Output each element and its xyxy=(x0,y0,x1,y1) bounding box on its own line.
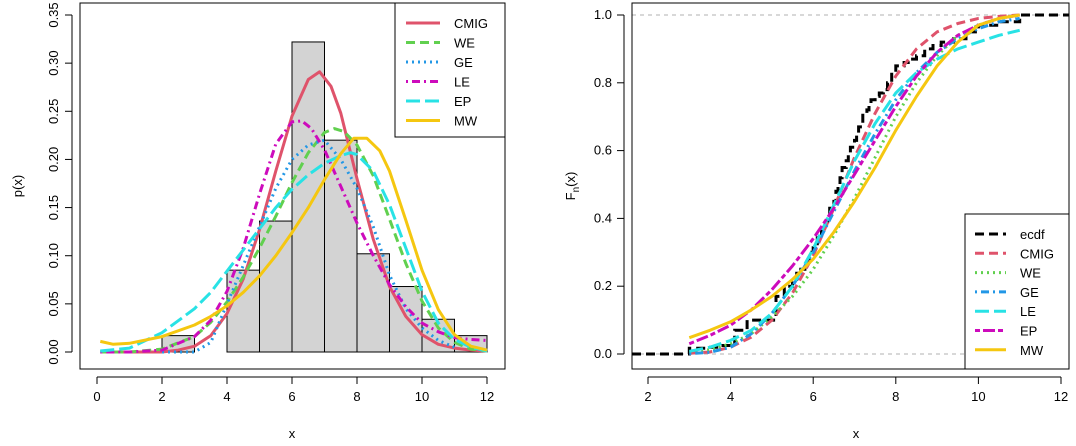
histogram-bar xyxy=(226,269,260,353)
histogram-bars xyxy=(161,41,488,353)
legend-item-ep: EP xyxy=(975,324,1037,339)
legend-label: ecdf xyxy=(1020,227,1045,242)
legend-item-cmig: CMIG xyxy=(975,246,1054,261)
x-tick-label: 4 xyxy=(223,389,230,404)
legend-label: EP xyxy=(454,94,471,109)
legend-box xyxy=(394,2,506,138)
y-tick-label: 0.15 xyxy=(46,195,61,220)
cdf-line-cmig xyxy=(689,13,1020,355)
legend-box xyxy=(964,213,1070,370)
x-tick-label: 10 xyxy=(415,389,429,404)
density-line-ep xyxy=(100,151,488,353)
y-tick-label: 0.25 xyxy=(46,99,61,124)
x-tick-label: 6 xyxy=(810,389,817,404)
density-curves xyxy=(99,70,488,354)
x-axis: 0 2 4 6 8 10 12 xyxy=(93,376,494,404)
y-axis-label-tail: (x) xyxy=(563,172,578,187)
cdf-line-le xyxy=(689,28,1021,353)
y-tick-label: 0.35 xyxy=(46,2,61,27)
legend-label: MW xyxy=(454,114,478,129)
legend-label: WE xyxy=(454,36,475,51)
histogram-bar xyxy=(324,139,358,353)
y-tick-label: 1.0 xyxy=(594,7,612,22)
x-tick-label: 4 xyxy=(727,389,734,404)
x-tick-label: 2 xyxy=(644,389,651,404)
legend-item-ge: GE xyxy=(975,285,1039,300)
legend-label: GE xyxy=(1020,285,1039,300)
y-tick-label: 0.4 xyxy=(594,210,612,225)
legend-item-le: LE xyxy=(975,304,1036,319)
density-line-we xyxy=(100,127,488,354)
legend-item-mw: MW xyxy=(975,343,1044,358)
legend-label: CMIG xyxy=(1020,246,1054,261)
x-tick-label: 12 xyxy=(480,389,494,404)
legend-item-we: WE xyxy=(406,36,475,51)
y-tick-label: 0.0 xyxy=(594,346,612,361)
legend-label: MW xyxy=(1020,343,1044,358)
x-axis-label: x xyxy=(853,426,860,441)
legend-item-mw: MW xyxy=(406,114,478,129)
legend-entries: ecdf CMIG WE GE LE EP MW xyxy=(975,227,1054,358)
y-tick-label: 0.6 xyxy=(594,143,612,158)
legend-label: CMIG xyxy=(454,16,488,31)
y-tick-label: 0.30 xyxy=(46,50,61,75)
legend-label: WE xyxy=(1020,266,1041,281)
legend-entries: CMIG WE GE LE EP MW xyxy=(406,16,488,129)
legend-label: LE xyxy=(454,75,470,90)
y-axis-label-subscript: n xyxy=(571,187,582,193)
x-tick-label: 8 xyxy=(353,389,360,404)
y-tick-label: 0.10 xyxy=(46,243,61,268)
legend-label: LE xyxy=(1020,304,1036,319)
y-axis: 0.0 0.2 0.4 0.6 0.8 1.0 xyxy=(594,7,625,361)
legend-label: EP xyxy=(1020,324,1037,339)
legend-item-cmig: CMIG xyxy=(406,16,488,31)
x-tick-label: 6 xyxy=(288,389,295,404)
x-tick-label: 8 xyxy=(892,389,899,404)
x-tick-label: 12 xyxy=(1054,389,1068,404)
plot-frame xyxy=(631,2,1070,370)
y-axis: 0.00 0.05 0.10 0.15 0.20 0.25 0.30 0.35 xyxy=(46,2,73,365)
reference-lines xyxy=(632,14,1069,355)
x-tick-label: 2 xyxy=(158,389,165,404)
plot-frame xyxy=(79,2,506,370)
y-axis-label-main: F xyxy=(563,192,578,200)
density-line-mw xyxy=(99,136,488,352)
y-tick-label: 0.05 xyxy=(46,291,61,316)
legend-item-ep: EP xyxy=(406,94,471,109)
histogram-bar xyxy=(291,41,325,353)
legend-item-ecdf: ecdf xyxy=(975,227,1045,242)
x-axis: 2 4 6 8 10 12 xyxy=(644,376,1068,404)
y-tick-label: 0.2 xyxy=(594,278,612,293)
density-panel: 0 2 4 6 8 10 12 0.000.050.100.150.200.250.300.… xyxy=(10,2,506,441)
legend: CMIG WE GE LE EP MW xyxy=(394,2,506,138)
legend-label: GE xyxy=(454,55,473,70)
x-axis-label: x xyxy=(289,426,296,441)
legend-item-ge: GE xyxy=(406,55,473,70)
cdf-line-mw xyxy=(688,13,1020,340)
cdf-panel: 2 4 6 8 10 12 0.0 0.2 0.4 0.6 0.8 1.0 x Fn(x) ecdf… xyxy=(563,2,1070,441)
density-line-cmig xyxy=(100,70,488,354)
legend-item-we: WE xyxy=(975,266,1041,281)
y-tick-label: 0.00 xyxy=(46,339,61,364)
x-tick-label: 10 xyxy=(971,389,985,404)
x-tick-label: 0 xyxy=(93,389,100,404)
y-tick-label: 0.20 xyxy=(46,147,61,172)
y-axis-label: p(x) xyxy=(10,175,25,197)
y-axis-label: Fn(x) xyxy=(563,172,582,201)
legend-item-le: LE xyxy=(406,75,470,90)
density-line-le xyxy=(100,119,488,354)
cdf-curves xyxy=(632,13,1069,356)
y-tick-label: 0.8 xyxy=(594,75,612,90)
legend: ecdf CMIG WE GE LE EP MW xyxy=(964,213,1070,370)
